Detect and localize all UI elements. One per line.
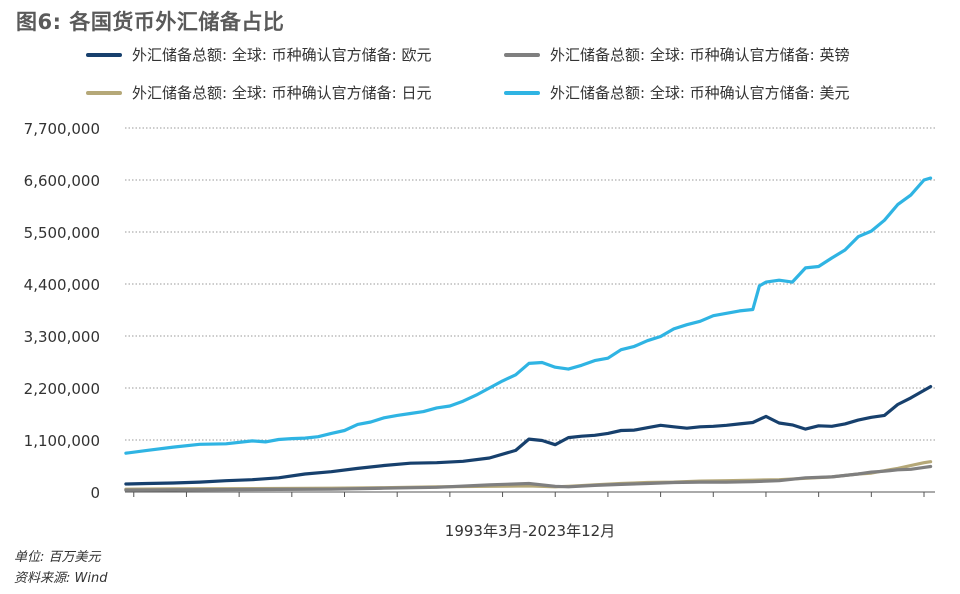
chart-series bbox=[124, 176, 933, 492]
chart-title: 图6: 各国货币外汇储备占比 bbox=[16, 10, 285, 34]
series-line-1 bbox=[124, 385, 933, 486]
chart-legend: 外汇储备总额: 全球: 币种确认官方储备: 欧元 外汇储备总额: 全球: 币种确… bbox=[0, 0, 960, 120]
y-tick-label: 0 bbox=[90, 484, 100, 502]
unit-note: 单位: 百万美元 bbox=[14, 550, 101, 565]
legend-label-jpy: 外汇储备总额: 全球: 币种确认官方储备: 日元 bbox=[132, 84, 432, 102]
y-tick-label: 6,600,000 bbox=[24, 172, 100, 190]
y-tick-label: 3,300,000 bbox=[24, 328, 100, 346]
legend-swatch-jpy bbox=[86, 90, 122, 95]
legend-label-gbp: 外汇储备总额: 全球: 币种确认官方储备: 英镑 bbox=[550, 46, 850, 64]
source-note: 资料来源: Wind bbox=[14, 571, 108, 586]
y-tick-label: 7,700,000 bbox=[24, 120, 100, 138]
series-line-3 bbox=[124, 464, 933, 492]
legend-item-jpy: 外汇储备总额: 全球: 币种确认官方储备: 日元 bbox=[86, 82, 431, 103]
legend-swatch-gbp bbox=[504, 52, 540, 57]
chart-gridlines bbox=[125, 127, 935, 441]
y-tick-label: 2,200,000 bbox=[24, 380, 100, 398]
legend-item-usd: 外汇储备总额: 全球: 币种确认官方储备: 美元 bbox=[504, 82, 849, 103]
series-line-0 bbox=[124, 176, 933, 455]
legend-label-usd: 外汇储备总额: 全球: 币种确认官方储备: 美元 bbox=[550, 84, 850, 102]
y-axis: 0 1,100,000 2,200,000 3,300,000 4,400,000 5,5… bbox=[24, 120, 100, 502]
legend-swatch-usd bbox=[504, 90, 540, 95]
y-tick-label: 1,100,000 bbox=[24, 432, 100, 450]
legend-swatch-euro bbox=[86, 52, 122, 57]
x-axis bbox=[125, 491, 935, 497]
y-tick-label: 4,400,000 bbox=[24, 276, 100, 294]
y-tick-label: 5,500,000 bbox=[24, 224, 100, 242]
legend-label-euro: 外汇储备总额: 全球: 币种确认官方储备: 欧元 bbox=[132, 46, 432, 64]
legend-item-euro: 外汇储备总额: 全球: 币种确认官方储备: 欧元 bbox=[86, 44, 431, 65]
x-axis-label: 1993年3月-2023年12月 bbox=[445, 522, 615, 540]
legend-item-gbp: 外汇储备总额: 全球: 币种确认官方储备: 英镑 bbox=[504, 44, 849, 65]
